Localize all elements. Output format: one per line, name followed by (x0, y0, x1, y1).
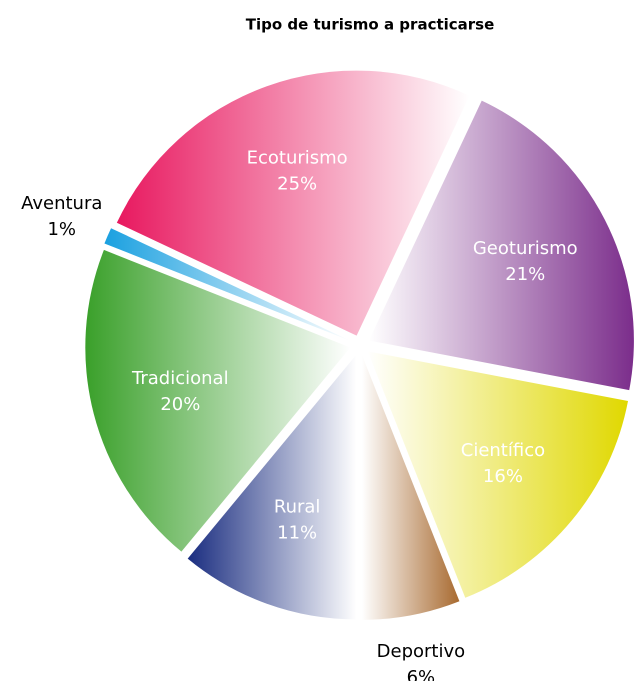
slice-label: Rural (274, 497, 321, 518)
chart-title: Tipo de turismo a practicarse (246, 16, 495, 34)
slice-label: Científico (461, 440, 545, 461)
slice-value-label: 25% (277, 173, 317, 194)
pie-slice (368, 100, 634, 391)
slice-value-label: 16% (483, 466, 523, 487)
pie-slice (116, 70, 470, 336)
pie-slice (367, 351, 629, 598)
pie-slice (361, 354, 460, 620)
pie-slice (187, 354, 357, 620)
slice-value-label: 11% (277, 523, 317, 544)
slice-label: Ecoturismo (247, 147, 348, 168)
slice-value-label: 21% (505, 264, 545, 285)
slice-value-label: 1% (47, 219, 76, 240)
slice-value-label: 20% (160, 394, 200, 415)
slice-label: Deportivo (377, 641, 466, 662)
slice-label: Aventura (21, 193, 102, 214)
pie-slice (104, 228, 351, 342)
slice-label: Geoturismo (473, 238, 578, 259)
pie-slice (85, 249, 351, 552)
slice-value-label: 6% (407, 667, 436, 681)
slice-label: Tradicional (131, 368, 229, 389)
